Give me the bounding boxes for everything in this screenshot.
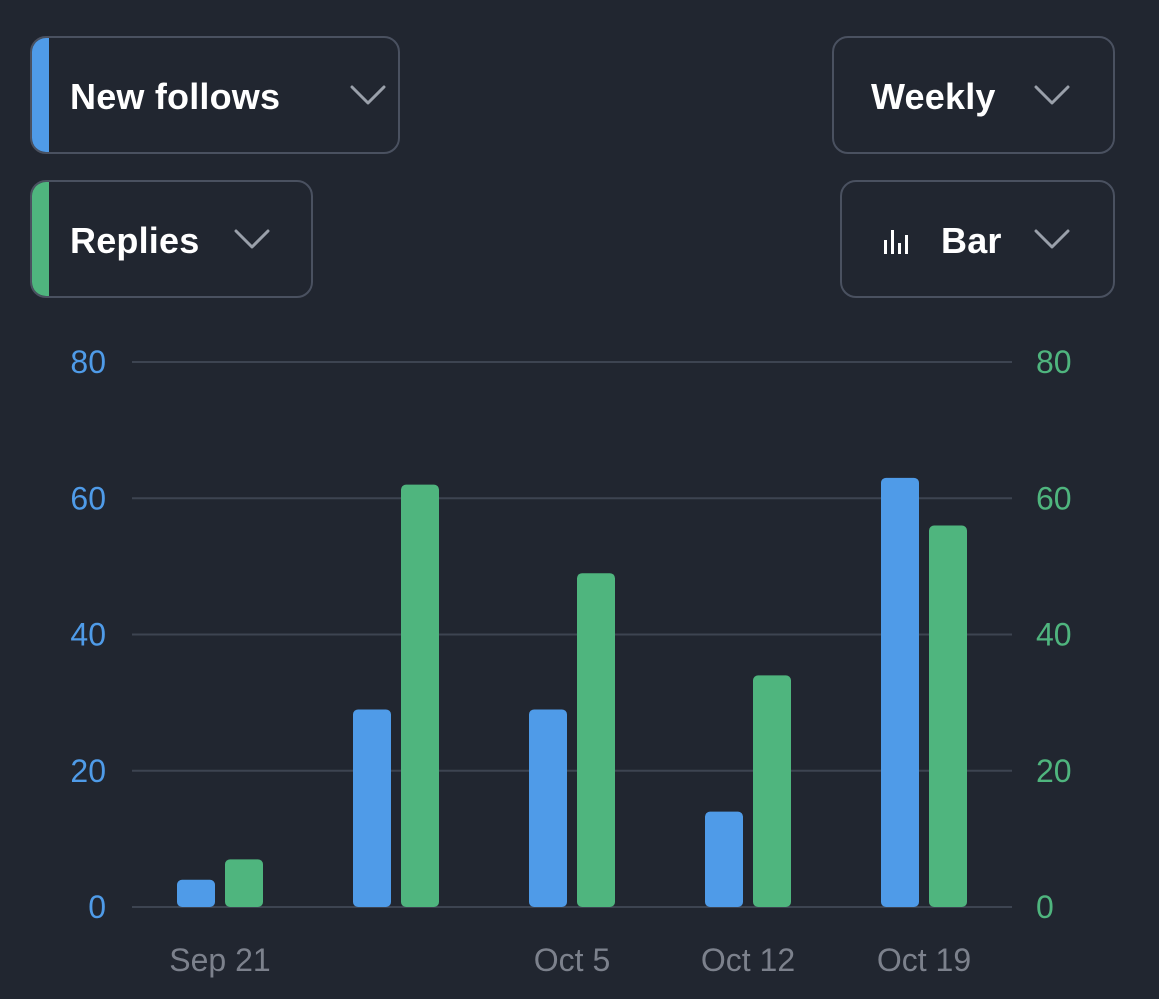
metric1-color-stripe [32, 38, 49, 152]
metric2-color-stripe [32, 182, 49, 296]
bar-replies-0[interactable] [225, 859, 263, 907]
bar-replies-1[interactable] [401, 484, 439, 907]
y-right-tick-label: 80 [1036, 344, 1072, 380]
bar-replies-2[interactable] [577, 573, 615, 907]
y-left-tick-label: 20 [70, 753, 106, 789]
y-left-tick-label: 0 [88, 889, 106, 925]
metric1-dropdown[interactable]: New follows [30, 36, 400, 154]
chevron-down-icon [350, 84, 386, 111]
y-right-tick-label: 60 [1036, 480, 1072, 516]
bar-replies-3[interactable] [753, 675, 791, 907]
y-right-tick-label: 20 [1036, 753, 1072, 789]
bar-new-follows-1[interactable] [353, 709, 391, 907]
y-right-tick-label: 0 [1036, 889, 1054, 925]
y-left-tick-label: 80 [70, 344, 106, 380]
x-tick-label: Oct 19 [877, 942, 971, 978]
x-tick-label: Sep 21 [169, 942, 270, 978]
x-tick-label: Oct 5 [534, 942, 610, 978]
y-right-tick-label: 40 [1036, 617, 1072, 653]
bar-new-follows-0[interactable] [177, 879, 215, 907]
chevron-down-icon [1034, 228, 1070, 255]
bar-new-follows-4[interactable] [881, 477, 919, 907]
metric2-dropdown[interactable]: Replies [30, 180, 313, 298]
bar-new-follows-3[interactable] [705, 811, 743, 907]
period-label: Weekly [871, 76, 996, 117]
y-left-tick-label: 60 [70, 480, 106, 516]
y-left-tick-label: 40 [70, 617, 106, 653]
period-dropdown[interactable]: Weekly [832, 36, 1115, 154]
chart-type-dropdown[interactable]: Bar [840, 180, 1115, 298]
metric1-label: New follows [70, 76, 281, 117]
bar-new-follows-2[interactable] [529, 709, 567, 907]
chevron-down-icon [1034, 84, 1070, 111]
bar-chart: 80 60 40 20 0 80 60 40 20 0 Sep 21 Oct 5 Oct 12 Oct 1… [70, 344, 1072, 978]
metric2-label: Replies [70, 220, 200, 261]
bar-chart-icon [882, 226, 912, 261]
bar-replies-4[interactable] [929, 525, 967, 908]
chevron-down-icon [234, 228, 270, 255]
chart-type-label: Bar [941, 220, 1002, 261]
x-tick-label: Oct 12 [701, 942, 795, 978]
